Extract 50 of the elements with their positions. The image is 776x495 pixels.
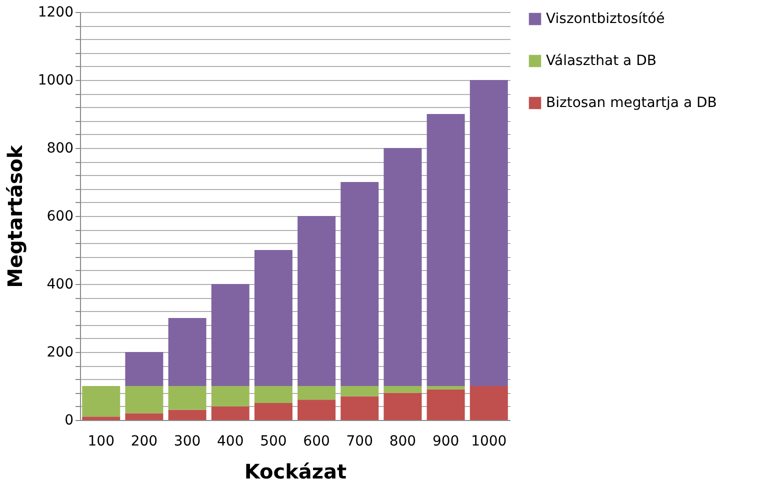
bar	[254, 403, 292, 420]
bar	[125, 352, 164, 386]
bar	[298, 216, 336, 386]
legend-label: Választhat a DB	[546, 53, 656, 69]
bar	[211, 386, 250, 406]
bar	[82, 386, 120, 417]
bar	[211, 406, 250, 420]
x-tick-label: 400	[217, 434, 244, 450]
x-tick-label: 900	[432, 434, 460, 450]
bar	[298, 386, 336, 400]
bar	[340, 396, 379, 420]
bar	[426, 114, 465, 386]
bar	[125, 386, 164, 414]
legend-label: Viszontbiztosítóé	[546, 11, 665, 27]
bar	[168, 410, 206, 420]
bar	[470, 386, 508, 420]
x-tick-label: 700	[346, 434, 373, 450]
bar	[340, 182, 379, 386]
bar	[340, 386, 379, 396]
x-tick-label: 600	[303, 434, 330, 450]
bar	[168, 386, 206, 410]
y-tick-label: 200	[46, 344, 74, 360]
y-tick-label: 400	[46, 276, 74, 292]
y-tick-label: 800	[46, 140, 74, 156]
y-axis-title: Megtartások	[2, 144, 27, 288]
bar	[211, 284, 250, 386]
x-tick-label: 300	[174, 434, 201, 450]
bar	[168, 318, 206, 386]
x-tick-label: 500	[260, 434, 287, 450]
bar	[426, 386, 465, 390]
y-tick-label: 1000	[38, 72, 74, 88]
x-tick-label: 200	[130, 434, 158, 450]
bar	[384, 392, 422, 420]
bar	[254, 386, 292, 403]
y-tick-label: 1200	[38, 4, 74, 20]
bar	[125, 413, 164, 420]
bar	[470, 80, 508, 386]
x-tick-label: 100	[88, 434, 114, 450]
bar	[426, 389, 465, 420]
x-tick-label: 800	[389, 434, 416, 450]
bar	[298, 400, 336, 420]
bar	[384, 148, 422, 386]
bar	[384, 386, 422, 393]
y-tick-label: 0	[64, 412, 74, 428]
bar	[254, 250, 292, 386]
legend-label: Biztosan megtartja a DB	[546, 95, 717, 111]
x-axis-title: Kockázat	[244, 460, 348, 484]
bar	[82, 416, 120, 420]
y-tick-label: 600	[46, 208, 74, 224]
x-tick-label: 1000	[471, 434, 507, 450]
